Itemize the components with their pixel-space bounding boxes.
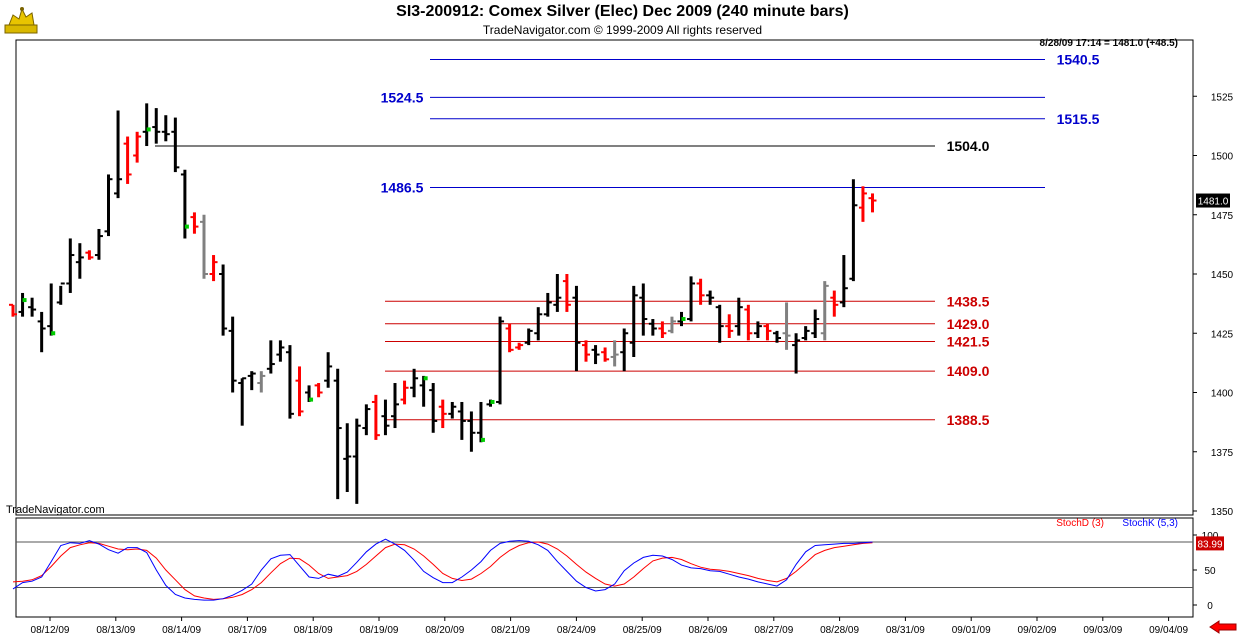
bull-logo-icon bbox=[4, 7, 38, 34]
watermark-text: TradeNavigator.com bbox=[6, 504, 105, 516]
stoch-last-label: 83.99 bbox=[1197, 539, 1222, 550]
price-y-tick-label: 1425 bbox=[1211, 329, 1234, 340]
x-tick-label: 08/18/09 bbox=[294, 625, 333, 636]
price-y-tick-label: 1375 bbox=[1211, 448, 1234, 459]
x-tick-label: 09/02/09 bbox=[1018, 625, 1057, 636]
level-label-1504.0: 1504.0 bbox=[947, 138, 990, 154]
level-label-1438.5: 1438.5 bbox=[947, 293, 990, 309]
x-tick-label: 08/24/09 bbox=[557, 625, 596, 636]
price-y-tick-label: 1475 bbox=[1211, 211, 1234, 222]
x-tick-label: 08/27/09 bbox=[754, 625, 793, 636]
x-tick-label: 08/19/09 bbox=[360, 625, 399, 636]
last-price-info: 8/28/09 17:14 = 1481.0 (+48.5) bbox=[1040, 38, 1178, 49]
stoch-y-tick-label: 50 bbox=[1204, 566, 1216, 577]
x-tick-label: 08/31/09 bbox=[886, 625, 925, 636]
legend-stoch-k: StochK (5,3) bbox=[1122, 518, 1178, 529]
copyright-text: TradeNavigator.com © 1999-2009 All right… bbox=[482, 23, 763, 37]
x-tick-label: 08/12/09 bbox=[31, 625, 70, 636]
price-y-tick-label: 1400 bbox=[1211, 389, 1234, 400]
level-label-1524.5: 1524.5 bbox=[381, 89, 424, 105]
price-y-tick-label: 1525 bbox=[1211, 92, 1234, 103]
level-label-1409.0: 1409.0 bbox=[947, 363, 990, 379]
stoch-last-box bbox=[1196, 536, 1224, 551]
level-label-1388.5: 1388.5 bbox=[947, 412, 990, 428]
chart-title: SI3-200912: Comex Silver (Elec) Dec 2009… bbox=[396, 3, 849, 20]
level-label-1515.5: 1515.5 bbox=[1057, 111, 1100, 127]
x-tick-label: 08/25/09 bbox=[623, 625, 662, 636]
legend-stoch-d: StochD (3) bbox=[1056, 518, 1104, 529]
price-y-tick-label: 1450 bbox=[1211, 270, 1234, 281]
x-tick-label: 09/01/09 bbox=[952, 625, 991, 636]
x-tick-label: 08/21/09 bbox=[491, 625, 530, 636]
level-label-1486.5: 1486.5 bbox=[381, 179, 424, 195]
price-y-tick-label: 1500 bbox=[1211, 152, 1234, 163]
x-tick-label: 08/14/09 bbox=[162, 625, 201, 636]
level-label-1540.5: 1540.5 bbox=[1057, 52, 1100, 68]
price-y-tick-label: 1350 bbox=[1211, 507, 1234, 518]
x-tick-label: 09/03/09 bbox=[1083, 625, 1122, 636]
x-tick-label: 08/26/09 bbox=[689, 625, 728, 636]
x-tick-label: 08/28/09 bbox=[820, 625, 859, 636]
stoch-series-d bbox=[12, 541, 873, 600]
red-left-arrow-icon[interactable] bbox=[1208, 620, 1238, 634]
x-tick-label: 09/04/09 bbox=[1149, 625, 1188, 636]
last-price-label: 1481.0 bbox=[1198, 197, 1229, 208]
x-tick-label: 08/17/09 bbox=[228, 625, 267, 636]
level-label-1421.5: 1421.5 bbox=[947, 334, 990, 350]
price-panel-frame bbox=[15, 39, 1194, 516]
x-tick-label: 08/20/09 bbox=[425, 625, 464, 636]
stoch-panel-frame bbox=[15, 517, 1194, 618]
level-label-1429.0: 1429.0 bbox=[947, 316, 990, 332]
x-tick-label: 08/13/09 bbox=[96, 625, 135, 636]
stoch-series-k bbox=[12, 538, 873, 601]
stoch-y-tick-label: 0 bbox=[1207, 601, 1213, 612]
last-price-box bbox=[1196, 193, 1230, 208]
